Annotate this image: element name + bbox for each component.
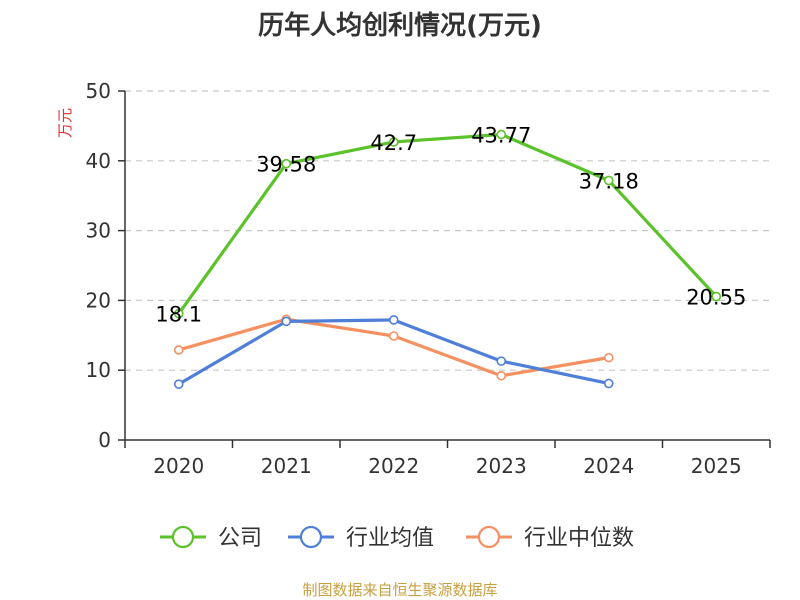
legend-marker-1 [299, 525, 323, 549]
data-point [496, 356, 507, 366]
data-point [711, 291, 722, 302]
y-tick-label: 30 [86, 219, 111, 243]
data-point [173, 345, 184, 355]
data-point [603, 175, 614, 186]
data-point [388, 137, 399, 147]
y-tick-label: 20 [86, 288, 111, 312]
data-point [496, 129, 507, 140]
data-label: 37.18 [579, 169, 639, 193]
data-label: 39.58 [256, 153, 316, 177]
data-label: 43.77 [471, 123, 531, 147]
data-point [173, 308, 184, 319]
y-tick-label: 50 [86, 79, 111, 103]
x-tick-label: 2025 [691, 454, 742, 478]
data-point [603, 352, 614, 363]
x-tick-label: 2022 [368, 454, 419, 478]
data-point [173, 379, 184, 389]
x-tick-label: 2020 [153, 454, 204, 478]
chart-title: 历年人均创利情况(万元) [258, 10, 542, 41]
source-note: 制图数据来自恒生聚源数据库 [302, 581, 497, 599]
series-line-1 [177, 318, 610, 386]
legend: 公司 行业均值 行业中位数 [160, 525, 634, 551]
legend-label-0: 公司 [218, 526, 262, 551]
grid-lines [125, 90, 770, 371]
y-tick-label: 10 [86, 358, 111, 382]
legend-marker-2 [477, 525, 501, 549]
axes: 0 10 20 30 40 50 2020 2021 2022 2023 2024 2025 [86, 79, 771, 478]
legend-label-2: 行业中位数 [524, 526, 634, 551]
data-point [603, 378, 614, 389]
data-labels: 18.1 39.58 42.7 43.77 37.18 20.55 [155, 123, 746, 326]
legend-label-1: 行业均值 [346, 526, 434, 551]
y-axis-label: 万元 [56, 108, 74, 138]
data-label: 18.1 [155, 303, 202, 327]
data-point [388, 331, 399, 341]
data-label: 42.7 [370, 131, 417, 155]
data-point [281, 158, 292, 169]
data-point [496, 370, 507, 381]
series-group [173, 129, 722, 389]
y-tick-label: 0 [98, 428, 111, 452]
x-tick-label: 2023 [476, 454, 527, 478]
data-point [388, 315, 399, 325]
x-tick-label: 2024 [583, 454, 634, 478]
legend-marker-0 [171, 525, 195, 549]
x-tick-label: 2021 [261, 454, 312, 478]
data-point [281, 316, 292, 327]
y-tick-label: 40 [86, 149, 111, 173]
data-label: 20.55 [686, 286, 746, 310]
series-line-0 [177, 132, 718, 315]
